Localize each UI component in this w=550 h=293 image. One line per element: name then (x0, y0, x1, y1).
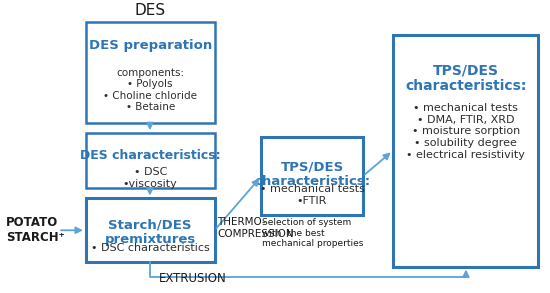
Text: • mechanical tests
• DMA, FTIR, XRD
• moisture sorption
• solubility degree
• el: • mechanical tests • DMA, FTIR, XRD • mo… (406, 103, 525, 159)
Text: TPS/DES
characteristics:: TPS/DES characteristics: (405, 63, 526, 93)
FancyBboxPatch shape (393, 35, 538, 267)
Text: POTATO
STARCH⁺: POTATO STARCH⁺ (6, 216, 65, 244)
Text: THERMO-
COMPRESSION: THERMO- COMPRESSION (217, 217, 294, 239)
Text: Starch/DES
premixtures: Starch/DES premixtures (104, 218, 196, 246)
FancyBboxPatch shape (86, 22, 214, 123)
Text: • DSC
•viscosity: • DSC •viscosity (123, 167, 178, 189)
FancyBboxPatch shape (86, 133, 214, 188)
FancyBboxPatch shape (86, 198, 214, 263)
Text: EXTRUSION: EXTRUSION (159, 272, 227, 285)
Text: Selection of system
with  the best
mechanical properties: Selection of system with the best mechan… (262, 218, 364, 248)
Text: DES: DES (134, 3, 166, 18)
FancyBboxPatch shape (261, 137, 363, 215)
Text: • DSC characteristics: • DSC characteristics (91, 243, 210, 253)
Text: TPS/DES
characteristics:: TPS/DES characteristics: (254, 160, 370, 188)
Text: DES preparation: DES preparation (89, 39, 212, 52)
Text: • mechanical tests
•FTIR: • mechanical tests •FTIR (260, 184, 365, 206)
Text: DES characteristics:: DES characteristics: (80, 149, 221, 162)
Text: components:
• Polyols
• Choline chloride
• Betaine: components: • Polyols • Choline chloride… (103, 68, 197, 112)
